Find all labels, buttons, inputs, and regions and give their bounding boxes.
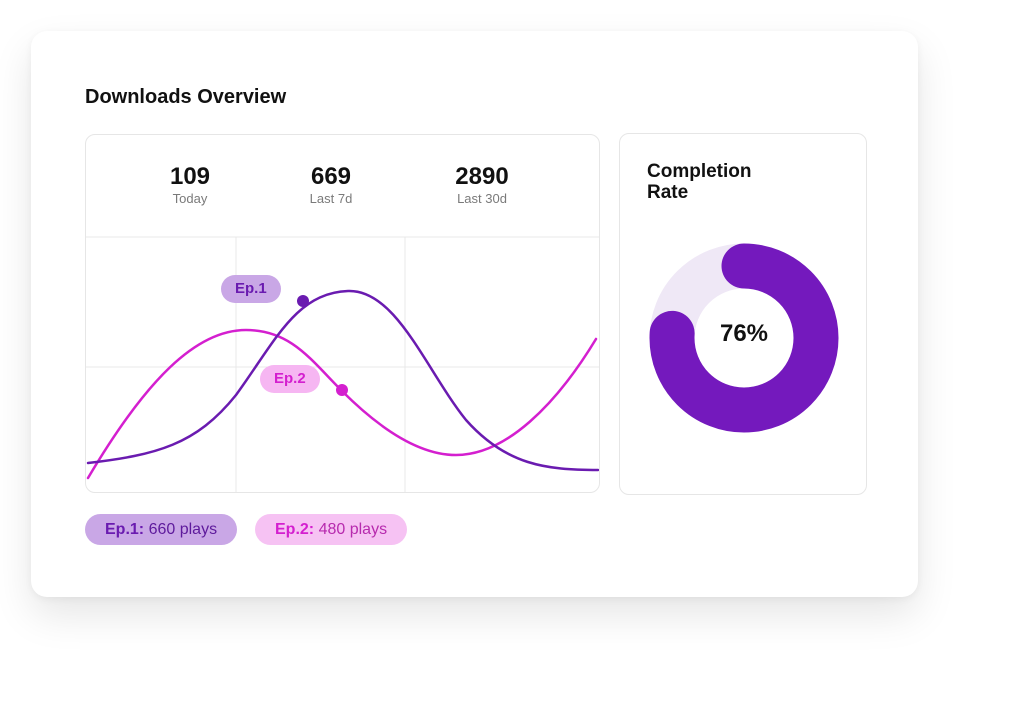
legend-ep1-value: 660 plays <box>148 521 218 538</box>
stat-label: Last 30d <box>457 191 507 206</box>
completion-percent: 76% <box>719 320 769 347</box>
completion-donut <box>649 243 839 433</box>
ep1-marker-dot[interactable] <box>297 295 309 307</box>
legend-ep1-name: Ep.1: <box>105 521 145 538</box>
ep2-marker-dot[interactable] <box>336 384 348 396</box>
stat-value: 669 <box>310 163 352 190</box>
stat-last-7d: 669 Last 7d <box>271 163 391 207</box>
ep2-marker-label: Ep.2 <box>260 365 320 393</box>
donut-progress-arc <box>649 243 839 433</box>
stat-value: 2890 <box>455 163 509 190</box>
stats-row: 109 Today 669 Last 7d 2890 Last 30d <box>86 135 599 237</box>
stat-label: Today <box>172 191 208 206</box>
completion-rate-title: Completion Rate <box>647 161 752 203</box>
stat-last-30d: 2890 Last 30d <box>422 163 542 207</box>
stat-label: Last 7d <box>309 191 353 206</box>
legend-ep2-name: Ep.2: <box>275 521 315 538</box>
stat-value: 109 <box>169 163 211 190</box>
legend-ep2: Ep.2: 480 plays <box>255 514 408 545</box>
stat-today: 109 Today <box>130 163 250 207</box>
legend-ep1: Ep.1: 660 plays <box>85 514 238 545</box>
downloads-chart-panel: 109 Today 669 Last 7d 2890 Last 30d Ep.1… <box>85 134 600 493</box>
ep1-series-line <box>86 289 599 472</box>
legend-ep2-value: 480 plays <box>318 521 388 538</box>
page-title: Downloads Overview <box>85 86 287 108</box>
ep1-marker-label: Ep.1 <box>221 275 281 303</box>
ep2-series-line <box>86 328 598 480</box>
downloads-overview-card: Downloads Overview 109 Today 669 Last 7d… <box>31 31 918 597</box>
line-chart <box>86 236 599 492</box>
completion-rate-panel: Completion Rate 76% <box>619 133 867 495</box>
